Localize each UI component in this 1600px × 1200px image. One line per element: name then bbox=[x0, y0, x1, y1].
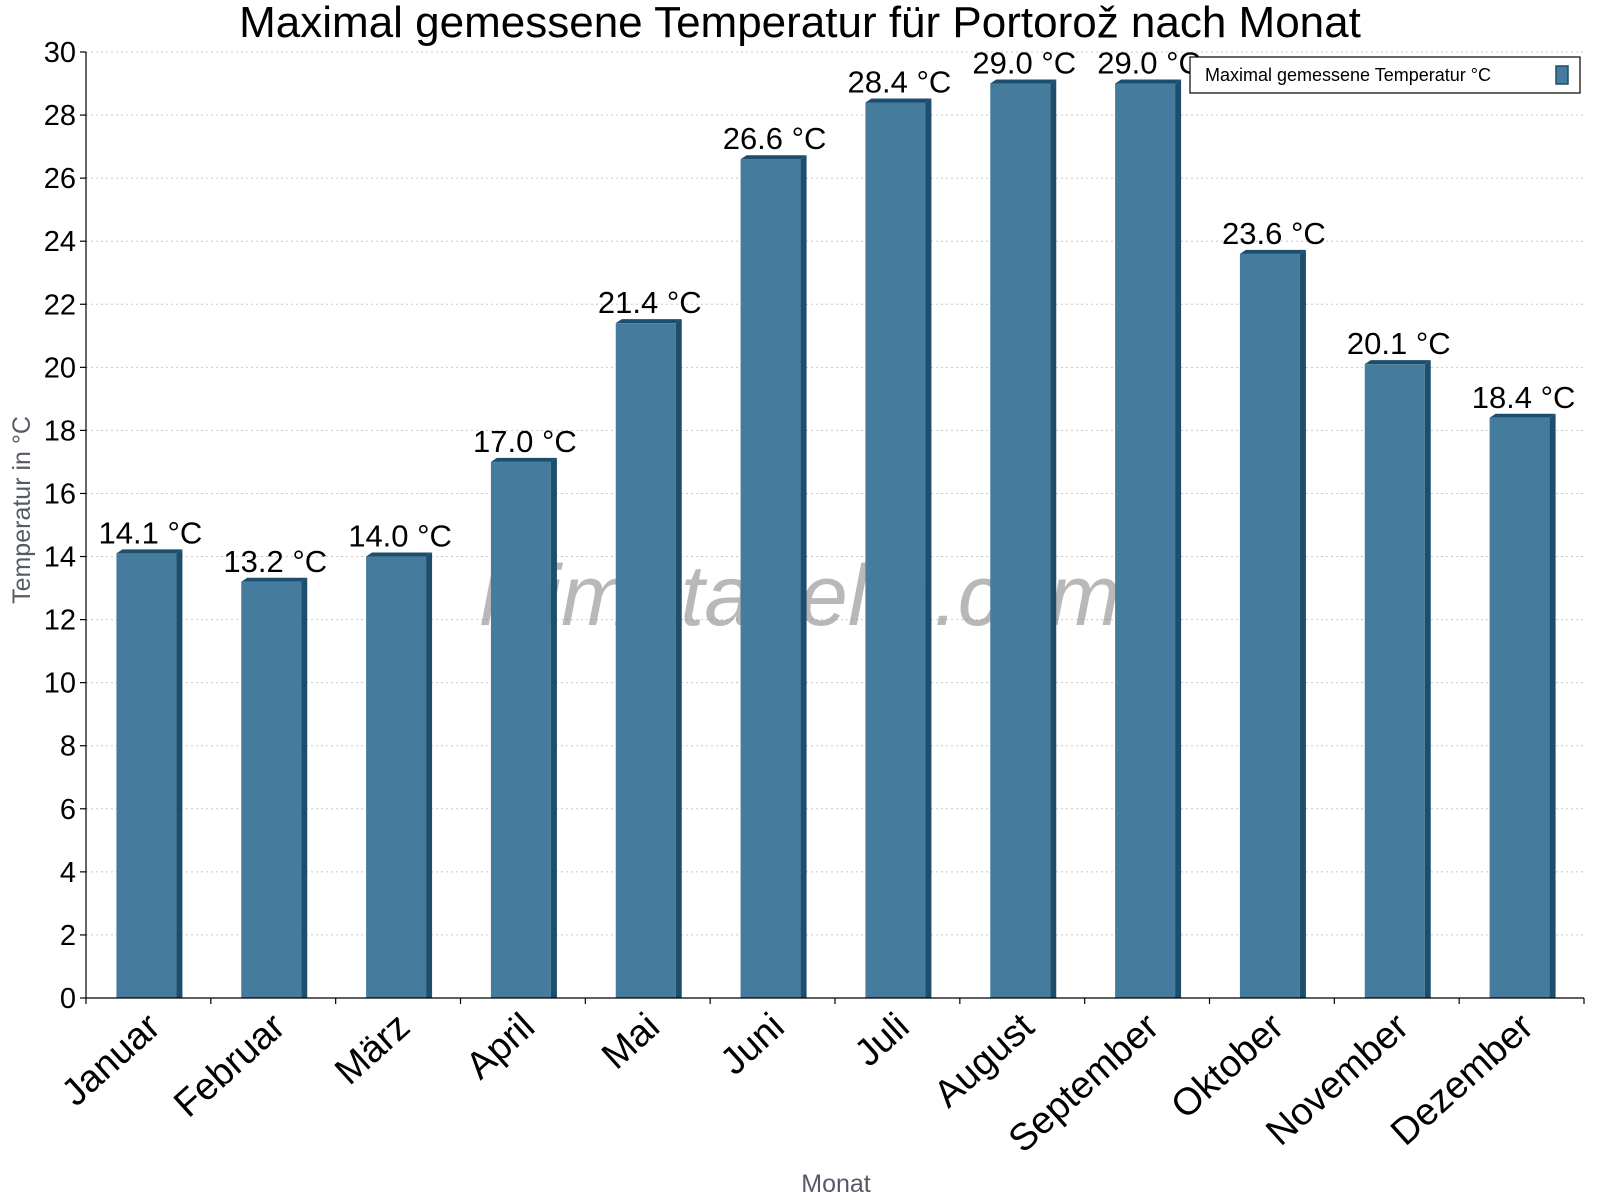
bar-face bbox=[1239, 253, 1300, 998]
bar-side bbox=[1299, 249, 1306, 998]
x-tick-label: März bbox=[327, 1005, 418, 1093]
y-axis-title: Temperatur in °C bbox=[8, 416, 36, 604]
data-label: 13.2 °C bbox=[223, 544, 327, 579]
data-label: 20.1 °C bbox=[1347, 326, 1451, 361]
data-label: 29.0 °C bbox=[1097, 46, 1201, 81]
y-tick-label: 22 bbox=[44, 289, 76, 321]
data-label: 18.4 °C bbox=[1472, 380, 1576, 415]
x-axis-title: Monat bbox=[801, 1170, 871, 1198]
x-tick-label: Mai bbox=[594, 1005, 668, 1077]
bar-top bbox=[865, 98, 932, 103]
y-tick-label: 4 bbox=[60, 857, 76, 889]
bar-top bbox=[615, 319, 682, 324]
bar-juli bbox=[865, 98, 932, 999]
bar-face bbox=[1115, 83, 1176, 999]
bar-side bbox=[675, 319, 682, 999]
bar-face bbox=[116, 553, 177, 998]
bar-side bbox=[301, 577, 308, 998]
legend-box bbox=[1189, 56, 1581, 94]
bar-top bbox=[1364, 360, 1431, 365]
y-tick-label: 0 bbox=[60, 983, 76, 1015]
legend-label: Maximal gemessene Temperatur °C bbox=[1205, 65, 1491, 85]
bars bbox=[116, 79, 1556, 999]
bar-face bbox=[865, 102, 926, 999]
bar-side bbox=[925, 98, 932, 999]
bar-side bbox=[176, 549, 183, 998]
x-tick-label: April bbox=[458, 1005, 543, 1087]
bar-oktober bbox=[1239, 249, 1306, 998]
data-label: 23.6 °C bbox=[1222, 216, 1326, 251]
x-tick-label: Juli bbox=[847, 1005, 917, 1074]
y-tick-label: 16 bbox=[44, 478, 76, 510]
y-tick-label: 8 bbox=[60, 731, 76, 763]
bar-top bbox=[990, 79, 1057, 84]
bar-face bbox=[366, 556, 427, 998]
bar-top bbox=[366, 552, 433, 557]
data-label: 14.0 °C bbox=[348, 519, 452, 554]
bar-top bbox=[740, 155, 807, 160]
legend-swatch bbox=[1555, 65, 1569, 85]
x-tick-label: Juni bbox=[713, 1005, 793, 1083]
bar-februar bbox=[241, 577, 308, 998]
y-tick-label: 14 bbox=[44, 542, 76, 574]
data-label: 29.0 °C bbox=[972, 46, 1076, 81]
x-tick-label: Januar bbox=[54, 1005, 169, 1114]
bar-top bbox=[241, 577, 308, 582]
bar-september bbox=[1115, 79, 1182, 999]
bar-juni bbox=[740, 155, 807, 999]
data-label: 26.6 °C bbox=[723, 121, 827, 156]
data-labels: 14.1 °C 13.2 °C 14.0 °C 17.0 °C 21.4 °C 26.6 … bbox=[99, 46, 1576, 579]
axes bbox=[85, 52, 1584, 999]
bar-top bbox=[1489, 413, 1556, 418]
bar-januar bbox=[116, 549, 183, 998]
bar-side bbox=[800, 155, 807, 999]
chart-title: Maximal gemessene Temperatur für Portoro… bbox=[239, 0, 1361, 47]
bar-face bbox=[241, 581, 302, 998]
y-tick-label: 20 bbox=[44, 352, 76, 384]
y-tick-label: 6 bbox=[60, 794, 76, 826]
bar-top bbox=[116, 549, 183, 554]
y-tick-label: 28 bbox=[44, 100, 76, 132]
bar-top bbox=[1115, 79, 1182, 84]
bar-november bbox=[1364, 360, 1431, 998]
grid-lines bbox=[86, 51, 1584, 936]
bar-side bbox=[1175, 79, 1182, 999]
data-label: 17.0 °C bbox=[473, 424, 577, 459]
y-tick-label: 2 bbox=[60, 920, 76, 952]
y-tick-label: 10 bbox=[44, 668, 76, 700]
data-label: 28.4 °C bbox=[848, 64, 952, 99]
y-tick-label: 26 bbox=[44, 163, 76, 195]
x-tick-label: August bbox=[926, 1005, 1042, 1116]
bar-august bbox=[990, 79, 1057, 999]
bar-side bbox=[1424, 360, 1431, 998]
bar-face bbox=[1489, 417, 1550, 999]
bar-face bbox=[615, 323, 676, 999]
bar-top bbox=[490, 457, 557, 462]
bar-dezember bbox=[1489, 413, 1556, 999]
data-label: 21.4 °C bbox=[598, 285, 702, 320]
bar-top bbox=[1239, 249, 1306, 254]
legend: Maximal gemessene Temperatur °C bbox=[1189, 56, 1581, 94]
bar-mai bbox=[615, 319, 682, 999]
bar-face bbox=[740, 159, 801, 999]
bar-face bbox=[490, 461, 551, 998]
y-tick-label: 12 bbox=[44, 605, 76, 637]
bar-april bbox=[490, 457, 557, 998]
y-tick-label: 30 bbox=[44, 37, 76, 69]
data-label: 14.1 °C bbox=[99, 515, 203, 550]
bar-side bbox=[550, 457, 557, 998]
x-tick-label: Februar bbox=[166, 1005, 293, 1125]
bar-märz bbox=[366, 552, 433, 998]
y-tick-label: 18 bbox=[44, 415, 76, 447]
bar-face bbox=[990, 83, 1051, 999]
bar-side bbox=[1050, 79, 1057, 999]
bar-side bbox=[426, 552, 433, 998]
bar-side bbox=[1549, 413, 1556, 999]
bar-face bbox=[1364, 364, 1425, 998]
y-tick-label: 24 bbox=[44, 226, 76, 258]
